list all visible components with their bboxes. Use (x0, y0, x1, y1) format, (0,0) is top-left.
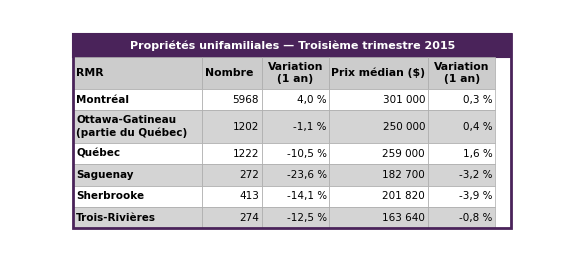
Bar (202, 207, 262, 228)
Bar (202, 57, 262, 89)
Bar (262, 89, 329, 110)
Text: -10,5 %: -10,5 % (287, 148, 327, 159)
Text: 163 640: 163 640 (382, 213, 425, 223)
Text: 0,3 %: 0,3 % (463, 95, 493, 105)
Text: 1,6 %: 1,6 % (463, 148, 493, 159)
Bar (428, 143, 495, 164)
Bar (428, 164, 495, 186)
Bar (262, 207, 329, 228)
Bar (74, 207, 202, 228)
Text: -14,1 %: -14,1 % (287, 191, 327, 201)
Bar (329, 110, 428, 143)
Bar (329, 143, 428, 164)
Text: 201 820: 201 820 (382, 191, 425, 201)
Text: Prix médian ($): Prix médian ($) (332, 68, 425, 78)
Bar (329, 164, 428, 186)
Bar (428, 207, 495, 228)
Bar (262, 186, 329, 207)
Text: 0,4 %: 0,4 % (463, 122, 493, 132)
Text: RMR: RMR (76, 68, 104, 78)
Text: Saguenay: Saguenay (76, 170, 133, 180)
Bar (262, 57, 329, 89)
Bar (428, 186, 495, 207)
Bar (74, 34, 511, 57)
Text: -3,9 %: -3,9 % (459, 191, 493, 201)
Text: -1,1 %: -1,1 % (293, 122, 327, 132)
Text: Sherbrooke: Sherbrooke (76, 191, 144, 201)
Bar (202, 186, 262, 207)
Bar (202, 110, 262, 143)
Text: 1222: 1222 (233, 148, 259, 159)
Text: -12,5 %: -12,5 % (287, 213, 327, 223)
Text: 250 000: 250 000 (382, 122, 425, 132)
Text: Variation
(1 an): Variation (1 an) (434, 62, 489, 84)
Bar (428, 89, 495, 110)
Bar (202, 143, 262, 164)
Text: Montréal: Montréal (76, 95, 129, 105)
Bar (74, 164, 202, 186)
Text: -23,6 %: -23,6 % (287, 170, 327, 180)
Bar (262, 110, 329, 143)
Bar (74, 186, 202, 207)
Text: 301 000: 301 000 (382, 95, 425, 105)
Text: Québec: Québec (76, 148, 120, 159)
Bar (74, 110, 202, 143)
Bar (329, 89, 428, 110)
Text: 1202: 1202 (233, 122, 259, 132)
Bar (74, 57, 202, 89)
Text: Variation
(1 an): Variation (1 an) (268, 62, 323, 84)
Bar (329, 207, 428, 228)
Text: 413: 413 (239, 191, 259, 201)
Text: Ottawa-Gatineau
(partie du Québec): Ottawa-Gatineau (partie du Québec) (76, 115, 188, 138)
Text: 5968: 5968 (233, 95, 259, 105)
Bar (428, 110, 495, 143)
Text: 4,0 %: 4,0 % (297, 95, 327, 105)
Text: 182 700: 182 700 (382, 170, 425, 180)
Bar (202, 89, 262, 110)
Bar (202, 164, 262, 186)
Bar (329, 186, 428, 207)
Bar (428, 57, 495, 89)
Text: 259 000: 259 000 (382, 148, 425, 159)
Text: -3,2 %: -3,2 % (459, 170, 493, 180)
Text: Propriétés unifamiliales — Troisième trimestre 2015: Propriétés unifamiliales — Troisième tri… (129, 41, 455, 51)
Bar (74, 143, 202, 164)
Text: 274: 274 (239, 213, 259, 223)
Bar (74, 89, 202, 110)
Text: 272: 272 (239, 170, 259, 180)
Bar (262, 143, 329, 164)
Text: Trois-Rivières: Trois-Rivières (76, 213, 156, 223)
Text: Nombre: Nombre (205, 68, 254, 78)
Bar (262, 164, 329, 186)
Bar (329, 57, 428, 89)
Text: -0,8 %: -0,8 % (459, 213, 493, 223)
